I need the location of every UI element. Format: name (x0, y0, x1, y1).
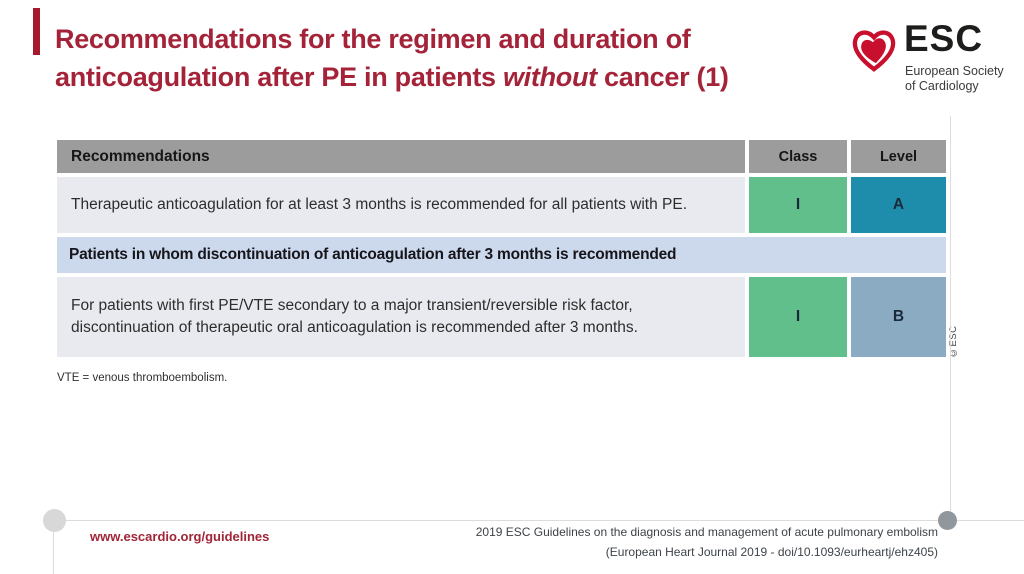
citation-line-2: (European Heart Journal 2019 - doi/10.10… (605, 545, 938, 559)
section-header-row: Patients in whom discontinuation of anti… (57, 237, 946, 273)
recommendation-text-2: For patients with first PE/VTE secondary… (57, 277, 745, 357)
level-badge-1: A (851, 177, 946, 233)
class-badge-2: I (749, 277, 847, 357)
title-line1: Recommendations for the regimen and dura… (55, 24, 691, 54)
footer-divider-line (54, 520, 1024, 521)
class-badge-1: I (749, 177, 847, 233)
recommendations-table: Recommendations Class Level Therapeutic … (57, 140, 946, 357)
page-title: Recommendations for the regimen and dura… (55, 20, 845, 96)
esc-acronym: ESC (904, 18, 984, 59)
corner-dot-left (43, 509, 66, 532)
esc-society-line1: European Society (905, 64, 1004, 78)
esc-logo: ESC European Society of Cardiology (850, 18, 1010, 100)
accent-bar (33, 8, 40, 55)
esc-society-name: European Society of Cardiology (905, 64, 1004, 94)
guidelines-link[interactable]: www.escardio.org/guidelines (90, 529, 270, 544)
recommendation-text-1: Therapeutic anticoagulation for at least… (57, 177, 745, 233)
level-badge-2: B (851, 277, 946, 357)
title-line2-italic: without (502, 62, 597, 92)
esc-society-line2: of Cardiology (905, 79, 979, 93)
left-footer-line (53, 531, 54, 574)
heart-icon (852, 30, 896, 72)
right-divider-line (950, 116, 951, 511)
footnote: VTE = venous thromboembolism. (57, 372, 228, 384)
title-line2-pre: anticoagulation after PE in patients (55, 62, 503, 92)
table-header-recommendations: Recommendations (57, 140, 745, 173)
table-header-class: Class (749, 140, 847, 173)
table-header-level: Level (851, 140, 946, 173)
citation: 2019 ESC Guidelines on the diagnosis and… (300, 522, 938, 562)
corner-dot-right (938, 511, 957, 530)
citation-line-1: 2019 ESC Guidelines on the diagnosis and… (475, 525, 938, 539)
title-line2-post: cancer (1) (596, 62, 729, 92)
